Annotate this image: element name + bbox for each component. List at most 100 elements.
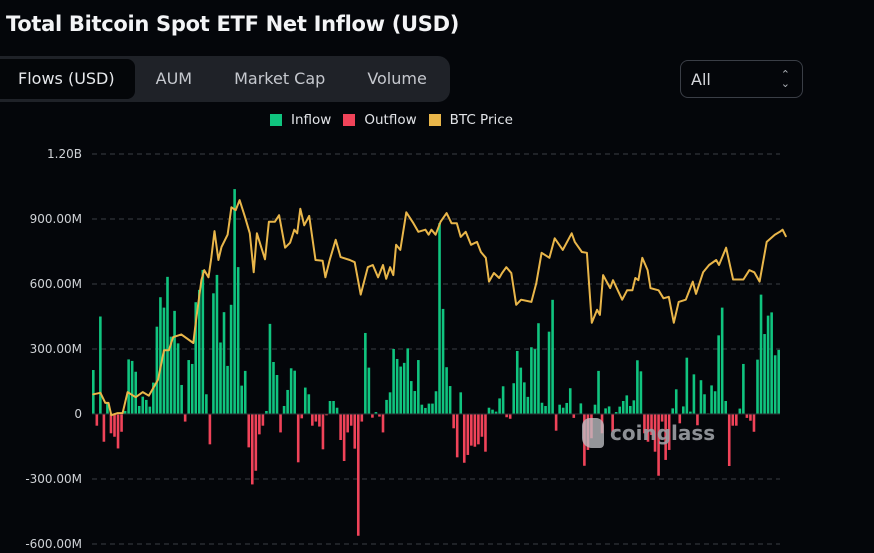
inflow-bar[interactable] [229,304,233,414]
outflow-bar[interactable] [731,414,735,426]
inflow-bar[interactable] [448,386,452,414]
inflow-bar[interactable] [523,382,526,414]
range-select[interactable]: All ⌃ ⌄ [680,60,803,98]
outflow-bar[interactable] [735,414,738,426]
inflow-bar[interactable] [307,394,311,414]
outflow-bar[interactable] [660,414,664,422]
outflow-bar[interactable] [321,414,325,450]
inflow-bar[interactable] [392,349,395,414]
outflow-bar[interactable] [650,414,653,436]
outflow-bar[interactable] [378,414,381,417]
outflow-bar[interactable] [356,414,360,536]
outflow-bar[interactable] [254,414,258,471]
outflow-bar[interactable] [749,414,752,421]
tab-flows[interactable]: Flows (USD) [0,59,135,99]
outflow-bar[interactable] [657,414,660,476]
outflow-bar[interactable] [250,414,254,485]
outflow-bar[interactable] [113,414,116,437]
inflow-bar[interactable] [724,401,728,414]
inflow-bar[interactable] [180,384,183,414]
inflow-bar[interactable] [604,408,607,414]
outflow-bar[interactable] [325,414,328,416]
outflow-bar[interactable] [664,414,667,460]
inflow-bar[interactable] [162,307,166,414]
inflow-bar[interactable] [169,336,173,414]
inflow-bar[interactable] [593,404,597,414]
outflow-bar[interactable] [279,414,282,433]
inflow-bar[interactable] [328,401,332,414]
inflow-bar[interactable] [445,367,448,414]
inflow-bar[interactable] [777,349,780,414]
inflow-bar[interactable] [766,315,770,414]
outflow-bar[interactable] [477,414,480,445]
inflow-bar[interactable] [438,223,441,414]
inflow-bar[interactable] [236,267,240,414]
inflow-bar[interactable] [148,406,152,414]
inflow-bar[interactable] [441,308,445,414]
inflow-bar[interactable] [399,366,402,414]
inflow-bar[interactable] [155,326,159,414]
inflow-bar[interactable] [190,363,194,414]
inflow-bar[interactable] [272,362,275,414]
inflow-bar[interactable] [689,411,692,414]
outflow-bar[interactable] [745,414,749,418]
inflow-bar[interactable] [275,375,279,414]
outflow-bar[interactable] [208,414,212,445]
inflow-bar[interactable] [671,408,675,414]
inflow-bar[interactable] [395,358,399,414]
inflow-bar[interactable] [335,407,339,414]
outflow-bar[interactable] [109,414,113,434]
inflow-bar[interactable] [268,323,272,414]
inflow-bar[interactable] [427,403,431,414]
inflow-bar[interactable] [515,350,519,414]
outflow-bar[interactable] [696,414,699,426]
inflow-bar[interactable] [544,405,547,414]
inflow-bar[interactable] [130,360,134,414]
legend-inflow[interactable]: Inflow [270,112,331,128]
inflow-bar[interactable] [682,406,685,414]
inflow-bar[interactable] [597,370,600,414]
outflow-bar[interactable] [247,414,251,448]
tab-market-cap[interactable]: Market Cap [234,69,326,88]
inflow-bar[interactable] [286,389,289,414]
inflow-bar[interactable] [201,269,205,414]
inflow-bar[interactable] [565,402,569,414]
inflow-bar[interactable] [526,396,530,414]
inflow-bar[interactable] [618,406,622,414]
tab-aum[interactable]: AUM [155,69,193,88]
inflow-bar[interactable] [293,370,296,414]
outflow-bar[interactable] [371,414,374,418]
inflow-bar[interactable] [431,403,434,414]
inflow-bar[interactable] [303,387,307,414]
outflow-bar[interactable] [296,414,300,463]
inflow-bar[interactable] [222,312,226,414]
inflow-bar[interactable] [614,412,618,414]
outflow-bar[interactable] [360,414,364,422]
inflow-bar[interactable] [763,334,766,414]
inflow-bar[interactable] [187,360,190,414]
inflow-bar[interactable] [173,310,176,414]
outflow-bar[interactable] [653,414,657,452]
inflow-bar[interactable] [498,398,501,414]
inflow-bar[interactable] [579,403,583,414]
outflow-bar[interactable] [314,414,318,422]
inflow-bar[interactable] [501,386,505,414]
legend-btc-price[interactable]: BTC Price [428,112,513,128]
inflow-bar[interactable] [388,392,392,414]
inflow-bar[interactable] [607,406,611,414]
inflow-bar[interactable] [226,365,229,414]
inflow-bar[interactable] [551,299,554,414]
inflow-bar[interactable] [332,401,335,414]
inflow-bar[interactable] [92,370,95,414]
inflow-bar[interactable] [773,355,777,414]
outflow-bar[interactable] [752,414,756,432]
outflow-bar[interactable] [183,414,187,422]
outflow-bar[interactable] [643,414,646,434]
outflow-bar[interactable] [455,414,459,458]
outflow-bar[interactable] [353,414,357,449]
outflow-bar[interactable] [120,414,123,432]
inflow-bar[interactable] [629,405,632,414]
outflow-bar[interactable] [484,414,487,452]
inflow-bar[interactable] [533,349,537,414]
inflow-bar[interactable] [459,392,463,414]
